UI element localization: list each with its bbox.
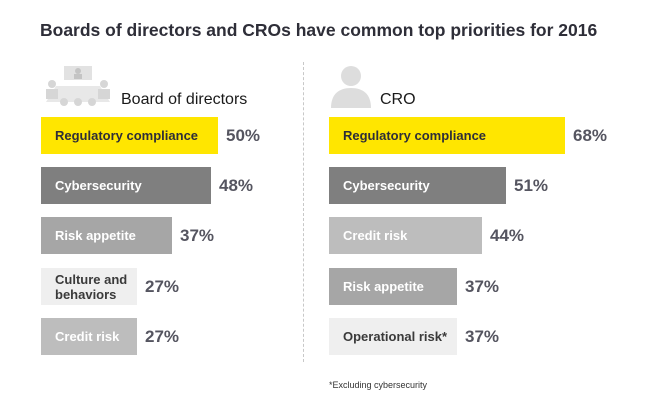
chart-title: Boards of directors and CROs have common… (40, 20, 598, 40)
cro-bar-label: Operational risk* (343, 329, 448, 344)
cro-bar: Regulatory compliance (329, 117, 565, 154)
cro-header: CRO (380, 91, 416, 108)
cro-value-label: 51% (514, 175, 549, 195)
board-value-label: 50% (226, 125, 261, 145)
cro-bar: Credit risk (329, 217, 482, 254)
board-of-directors-panel: Board of directors Regulatory compliance… (0, 0, 300, 403)
board-bar: Regulatory compliance (41, 117, 218, 154)
cro-value-label: 37% (465, 326, 500, 346)
board-of-directors-header: Board of directors (121, 91, 248, 108)
board-bar-label: Cybersecurity (55, 178, 142, 193)
cro-bar: Cybersecurity (329, 167, 506, 204)
board-bar: Credit risk (41, 318, 137, 355)
board-value-label: 37% (180, 225, 215, 245)
cro-value-label: 44% (490, 225, 525, 245)
board-bar-label: Culture and behaviors (55, 271, 128, 302)
person-silhouette-icon (331, 66, 371, 108)
cro-bar-label: Risk appetite (343, 279, 424, 294)
cro-bar-label: Cybersecurity (343, 178, 430, 193)
cro-bar: Operational risk* (329, 318, 457, 355)
board-bar: Risk appetite (41, 217, 172, 254)
cro-value-label: 37% (465, 276, 500, 296)
board-value-label: 27% (145, 326, 180, 346)
board-bar-label: Regulatory compliance (55, 128, 199, 143)
panel-divider (303, 62, 304, 362)
footnote: *Excluding cybersecurity (329, 380, 428, 390)
board-value-label: 48% (219, 175, 254, 195)
board-bar: Culture and behaviors (41, 268, 137, 305)
cro-bar-label: Regulatory compliance (343, 128, 487, 143)
board-value-label: 27% (145, 276, 180, 296)
board-bar-label: Risk appetite (55, 228, 136, 243)
cro-bar: Risk appetite (329, 268, 457, 305)
boardroom-meeting-icon (46, 66, 110, 106)
cro-bar-label: Credit risk (343, 228, 408, 243)
board-bar: Cybersecurity (41, 167, 211, 204)
cro-value-label: 68% (573, 125, 608, 145)
board-bar-label: Credit risk (55, 329, 120, 344)
